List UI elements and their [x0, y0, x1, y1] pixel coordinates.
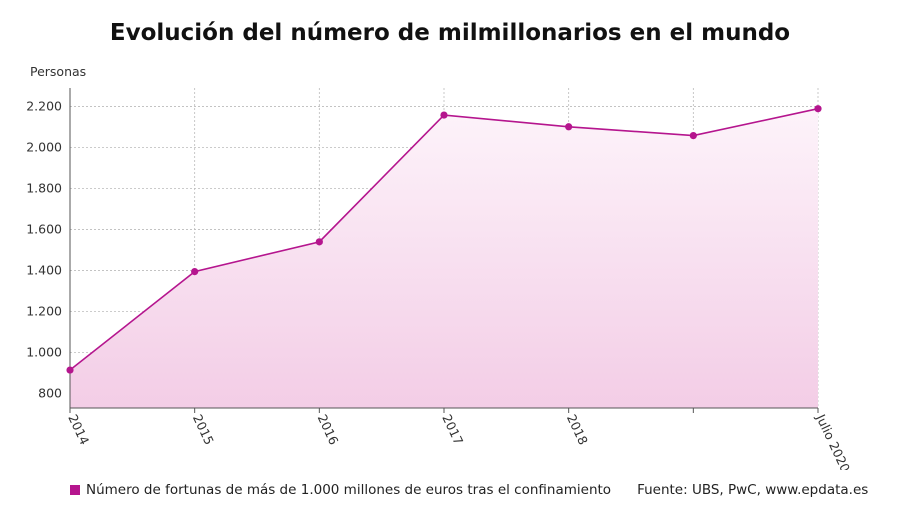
y-tick-label: 1.400 — [26, 263, 62, 278]
data-point — [565, 123, 573, 131]
x-tick-label: 2014 — [65, 412, 92, 447]
x-tick-label: 2017 — [439, 412, 466, 447]
y-tick-label: 1.800 — [26, 181, 62, 196]
x-tick-label: 2018 — [564, 412, 591, 447]
chart-title: Evolución del número de milmillonarios e… — [109, 20, 791, 46]
data-point — [689, 131, 697, 140]
legend-label: Número de fortunas de más de 1.000 millo… — [86, 482, 612, 498]
y-tick-label: 2.200 — [26, 98, 62, 113]
data-point — [440, 111, 448, 119]
data-point — [315, 238, 323, 246]
area-chart: 800 1.000 1.200 1.400 1.600 1.800 2.000 2.200 2… — [26, 88, 853, 470]
data-point — [191, 267, 199, 276]
legend-swatch — [70, 485, 80, 495]
data-point — [66, 366, 74, 374]
data-point — [814, 105, 822, 113]
y-tick-label: 800 — [38, 386, 62, 401]
x-tick-label: 2016 — [315, 412, 342, 447]
series-area — [70, 108, 818, 408]
y-tick-label: 1.000 — [26, 345, 62, 360]
source-note: Fuente: UBS, PwC, www.epdata.es — [637, 482, 869, 498]
y-tick-label: 1.200 — [26, 304, 62, 319]
y-tick-label: 1.600 — [26, 222, 62, 237]
x-tick-label: 2015 — [190, 412, 217, 447]
y-axis-unit-label: Personas — [30, 64, 87, 79]
y-tick-label: 2.000 — [26, 139, 62, 154]
chart-footer: Número de fortunas de más de 1.000 millo… — [70, 482, 868, 498]
x-tick-label: Julio 2020 — [813, 411, 853, 470]
